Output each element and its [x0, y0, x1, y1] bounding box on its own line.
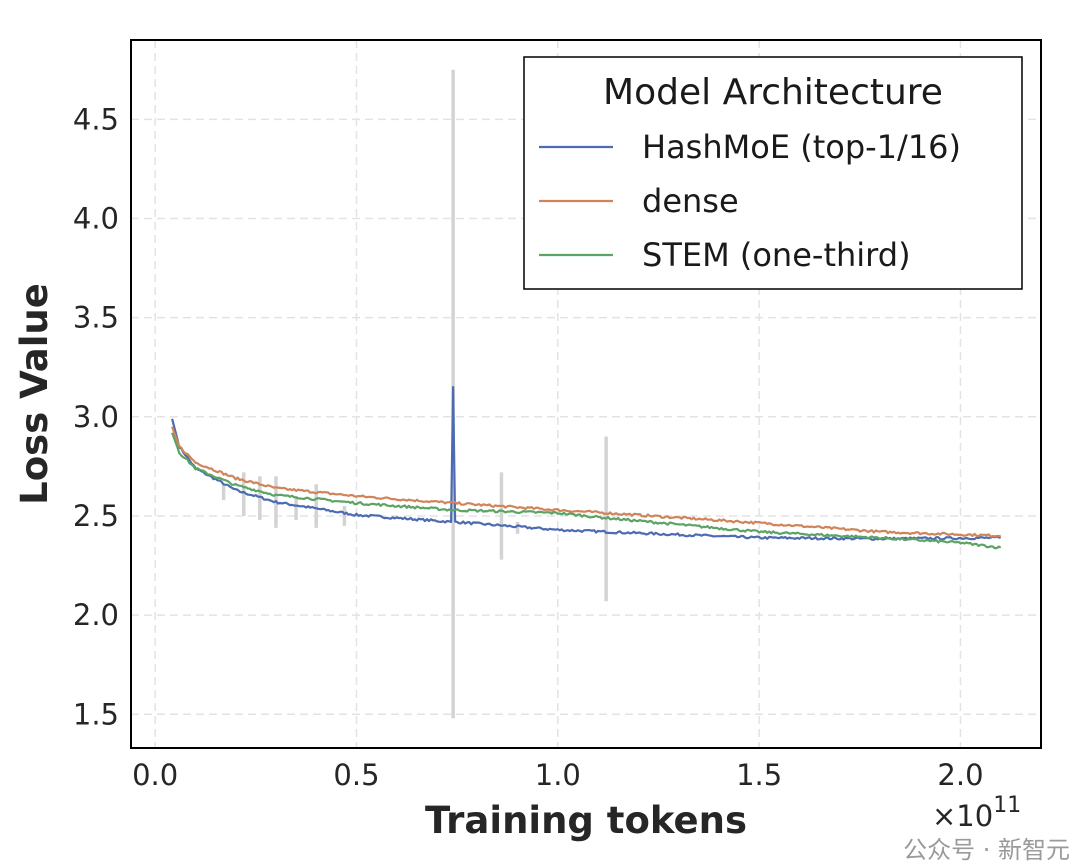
- y-tick-label: 2.0: [73, 598, 119, 632]
- y-axis-label: Loss Value: [13, 283, 56, 505]
- watermark: 公众号 · 新智元: [903, 836, 1070, 864]
- y-tick-label: 1.5: [73, 697, 119, 731]
- y-tick-label: 3.5: [73, 301, 119, 335]
- y-tick-label: 2.5: [73, 499, 119, 533]
- x-axis-offset: ×1011: [932, 793, 1021, 833]
- series-line-hashmoe-top-1-16-: [171, 386, 1001, 541]
- x-offset-base: ×10: [932, 799, 993, 833]
- x-axis-label: Training tokens: [425, 799, 747, 842]
- x-tick-label: 0.0: [132, 758, 178, 792]
- legend-title: Model Architecture: [603, 72, 943, 113]
- legend: Model Architecture HashMoE (top-1/16) den…: [523, 56, 1023, 290]
- series-lines: [171, 386, 1002, 550]
- legend-entry: dense: [642, 182, 739, 220]
- x-tick-label: 0.5: [333, 758, 379, 792]
- y-axis-ticks: 1.5 2.0 2.5 3.0 3.5 4.0 4.5: [73, 102, 119, 731]
- x-tick-label: 2.0: [937, 758, 983, 792]
- y-tick-label: 4.5: [73, 102, 119, 136]
- legend-entry: HashMoE (top-1/16): [642, 128, 961, 166]
- y-tick-label: 3.0: [73, 400, 119, 434]
- plot-frame: [130, 39, 1042, 749]
- legend-box: [523, 56, 1023, 290]
- series-line-stem-one-third-: [171, 432, 1002, 550]
- x-tick-label: 1.0: [535, 758, 581, 792]
- series-line-dense: [171, 426, 1001, 538]
- x-axis-ticks: 0.0 0.5 1.0 1.5 2.0: [132, 758, 983, 792]
- x-tick-label: 1.5: [736, 758, 782, 792]
- x-offset-exponent: 11: [993, 793, 1021, 818]
- y-tick-label: 4.0: [73, 201, 119, 235]
- legend-entry: STEM (one-third): [642, 236, 911, 274]
